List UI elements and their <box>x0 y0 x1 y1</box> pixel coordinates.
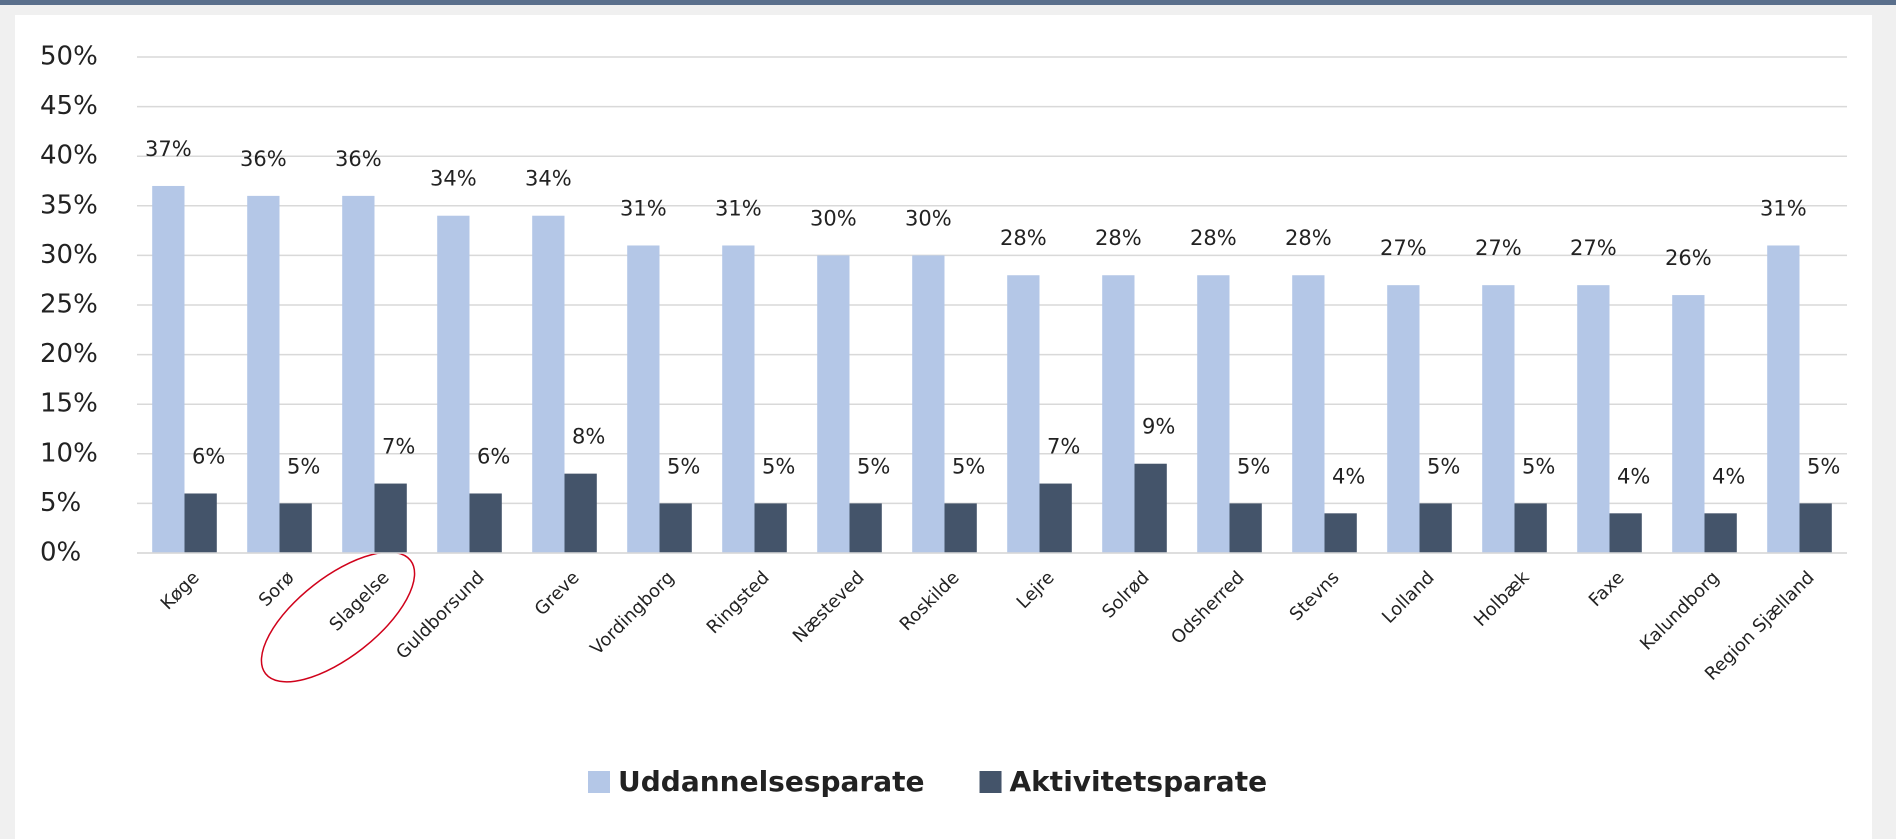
bar <box>1387 285 1420 553</box>
bar <box>1609 513 1642 553</box>
bar <box>627 245 660 554</box>
data-label: 28% <box>1095 226 1142 250</box>
data-label: 4% <box>1617 464 1650 488</box>
bar <box>912 255 945 553</box>
data-label: 5% <box>1807 454 1840 478</box>
data-label: 5% <box>1237 454 1270 478</box>
data-label: 5% <box>667 454 700 478</box>
bar <box>247 195 280 553</box>
data-label: 28% <box>1190 226 1237 250</box>
bar <box>754 503 787 553</box>
bar <box>374 483 407 553</box>
data-label: 9% <box>1142 415 1175 439</box>
data-label: 34% <box>430 167 477 191</box>
data-label: 31% <box>620 196 667 220</box>
bar <box>1482 285 1515 553</box>
bar <box>1672 295 1705 553</box>
bar <box>1419 503 1452 553</box>
data-label: 6% <box>192 444 225 468</box>
data-label: 31% <box>715 196 762 220</box>
y-tick-label: 15% <box>40 389 98 419</box>
data-label: 7% <box>382 435 415 459</box>
data-label: 26% <box>1665 246 1712 270</box>
data-label: 4% <box>1332 464 1365 488</box>
y-tick-label: 50% <box>40 42 98 72</box>
bar <box>1799 503 1832 553</box>
data-label: 27% <box>1570 236 1617 260</box>
bar <box>1039 483 1072 553</box>
y-tick-label: 20% <box>40 339 98 369</box>
bar <box>342 195 375 553</box>
legend-label: Uddannelsesparate <box>618 765 925 798</box>
data-label: 6% <box>477 444 510 468</box>
bar <box>1102 275 1135 553</box>
data-label: 5% <box>857 454 890 478</box>
bar <box>817 255 850 553</box>
bar <box>659 503 692 553</box>
data-label: 34% <box>525 167 572 191</box>
data-label: 28% <box>1000 226 1047 250</box>
legend-swatch <box>588 771 610 793</box>
data-label: 27% <box>1380 236 1427 260</box>
bar <box>184 493 217 553</box>
data-label: 37% <box>145 137 192 161</box>
bar <box>1324 513 1357 553</box>
y-tick-label: 25% <box>40 290 98 320</box>
bar <box>722 245 755 554</box>
data-label: 5% <box>287 454 320 478</box>
data-label: 27% <box>1475 236 1522 260</box>
bar <box>1577 285 1610 553</box>
bar <box>1134 463 1167 553</box>
bar <box>1229 503 1262 553</box>
highlight-ellipse <box>260 551 416 683</box>
data-label: 30% <box>810 206 857 230</box>
bar <box>564 473 597 553</box>
y-tick-label: 35% <box>40 190 98 220</box>
data-label: 5% <box>1522 454 1555 478</box>
bar <box>532 215 565 553</box>
data-label: 5% <box>952 454 985 478</box>
bar <box>849 503 882 553</box>
bar <box>279 503 312 553</box>
data-label: 36% <box>240 147 287 171</box>
bar <box>1704 513 1737 553</box>
bar <box>1007 275 1040 553</box>
data-label: 30% <box>905 206 952 230</box>
data-label: 8% <box>572 425 605 449</box>
y-tick-label: 5% <box>40 488 81 518</box>
top-border <box>0 0 1896 5</box>
bar <box>1514 503 1547 553</box>
bar <box>152 185 185 553</box>
y-tick-label: 30% <box>40 240 98 270</box>
legend-label: Aktivitetsparate <box>1010 765 1268 798</box>
bar <box>1767 245 1800 554</box>
bar <box>469 493 502 553</box>
legend-swatch <box>979 771 1002 793</box>
bar <box>1292 275 1325 553</box>
bar <box>944 503 977 553</box>
data-label: 7% <box>1047 435 1080 459</box>
y-tick-label: 10% <box>40 438 98 468</box>
data-label: 36% <box>335 147 382 171</box>
y-tick-label: 40% <box>40 141 98 171</box>
y-tick-label: 0% <box>40 538 81 568</box>
data-label: 5% <box>1427 454 1460 478</box>
y-tick-label: 45% <box>40 91 98 121</box>
bar <box>1197 275 1230 553</box>
data-label: 4% <box>1712 464 1745 488</box>
data-label: 5% <box>762 454 795 478</box>
bar <box>437 215 470 553</box>
data-label: 28% <box>1285 226 1332 250</box>
data-label: 31% <box>1760 196 1807 220</box>
